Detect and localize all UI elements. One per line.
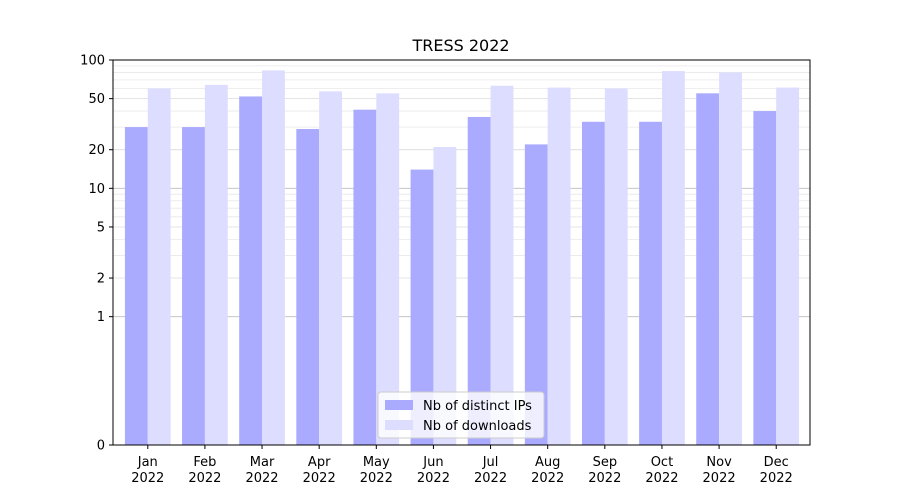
bar-downloads: [147, 88, 171, 446]
x-tick-label: Jun 2022: [417, 455, 450, 486]
x-tick-label: Dec 2022: [760, 455, 793, 486]
legend: Nb of distinct IPs Nb of downloads: [377, 391, 545, 439]
bar-downloads: [719, 72, 742, 446]
x-tick-label-line: 2022: [245, 471, 278, 486]
bar-ips: [353, 109, 377, 445]
x-tick-label-line: 2022: [303, 471, 336, 486]
bar-downloads: [661, 71, 685, 446]
chart-title: TRESS 2022: [411, 36, 509, 55]
x-tick-label-line: 2022: [645, 471, 678, 486]
x-tick-label: May 2022: [360, 455, 393, 486]
x-tick-label-line: 2022: [531, 471, 564, 486]
x-tick-label-line: Feb: [193, 455, 216, 470]
bar-ips: [467, 116, 491, 446]
x-tick-label-line: Jun: [422, 455, 443, 470]
x-tick-label-line: 2022: [131, 471, 164, 486]
x-tick-label-line: Jul: [482, 455, 499, 470]
bar-ips: [696, 93, 720, 445]
x-tick-label: Sep 2022: [588, 455, 621, 486]
x-tick-label-line: 2022: [760, 471, 793, 486]
x-tick-label: Aug 2022: [531, 455, 564, 486]
bar-ips: [124, 127, 148, 445]
legend-label: Nb of distinct IPs: [423, 399, 532, 414]
x-tick-label-line: 2022: [417, 471, 450, 486]
y-tick-label: 50: [88, 92, 105, 107]
bar-downloads: [547, 87, 571, 445]
x-tick-label-line: Apr: [308, 455, 331, 470]
bar-downloads: [604, 88, 628, 446]
bar-ips: [239, 96, 263, 446]
bar-ips: [753, 111, 777, 445]
x-tick-label-line: Oct: [651, 455, 673, 470]
bar-downloads: [204, 84, 228, 446]
bar-downloads: [262, 70, 285, 445]
x-tick-label-line: Dec: [764, 455, 789, 470]
bar-ips: [639, 121, 662, 445]
bar-ips: [410, 169, 434, 445]
bar-downloads: [776, 87, 800, 445]
y-tick-label: 5: [97, 220, 105, 235]
x-tick-label-line: Nov: [706, 455, 732, 470]
bar-downloads: [319, 91, 343, 445]
x-tick-label: Oct 2022: [645, 455, 678, 486]
x-tick-label-line: Sep: [593, 455, 618, 470]
bar-downloads: [433, 146, 457, 445]
bar-ips: [581, 121, 605, 445]
y-tick-label: 100: [80, 54, 105, 69]
x-tick-label-line: 2022: [188, 471, 221, 486]
legend-swatch: [385, 420, 413, 430]
bars: [124, 70, 800, 446]
legend-label: Nb of downloads: [423, 419, 532, 434]
x-tick-label: Mar 2022: [245, 455, 278, 486]
x-tick-label-line: 2022: [588, 471, 621, 486]
y-tick-label: 0: [97, 439, 105, 454]
plot-frame: [112, 59, 811, 446]
bar-ips: [182, 127, 205, 445]
bar-downloads: [376, 93, 400, 445]
x-tick-label-line: Mar: [250, 455, 275, 470]
bar-ips: [296, 128, 320, 446]
x-tick-label-line: 2022: [474, 471, 507, 486]
x-tick-label-line: 2022: [703, 471, 736, 486]
x-tick-label-line: Aug: [535, 455, 560, 470]
x-tick-label-line: 2022: [360, 471, 393, 486]
x-tick-label: Feb 2022: [188, 455, 221, 486]
x-tick-label-line: May: [363, 455, 390, 470]
legend-swatch: [385, 400, 413, 410]
y-tick-label: 1: [97, 310, 105, 325]
x-tick-label: Jan 2022: [131, 455, 164, 486]
bar-ips: [524, 144, 548, 445]
x-tick-label: Jul 2022: [474, 455, 507, 486]
legend-box: [377, 391, 545, 439]
grid-lines: [113, 65, 810, 318]
x-tick-label-line: Jan: [137, 455, 158, 470]
y-tick-label: 2: [97, 272, 105, 287]
x-tick-label: Apr 2022: [303, 455, 336, 486]
y-tick-label: 10: [88, 182, 105, 197]
y-tick-label: 20: [88, 143, 105, 158]
x-tick-label: Nov 2022: [703, 455, 736, 486]
bar-downloads: [490, 85, 514, 446]
